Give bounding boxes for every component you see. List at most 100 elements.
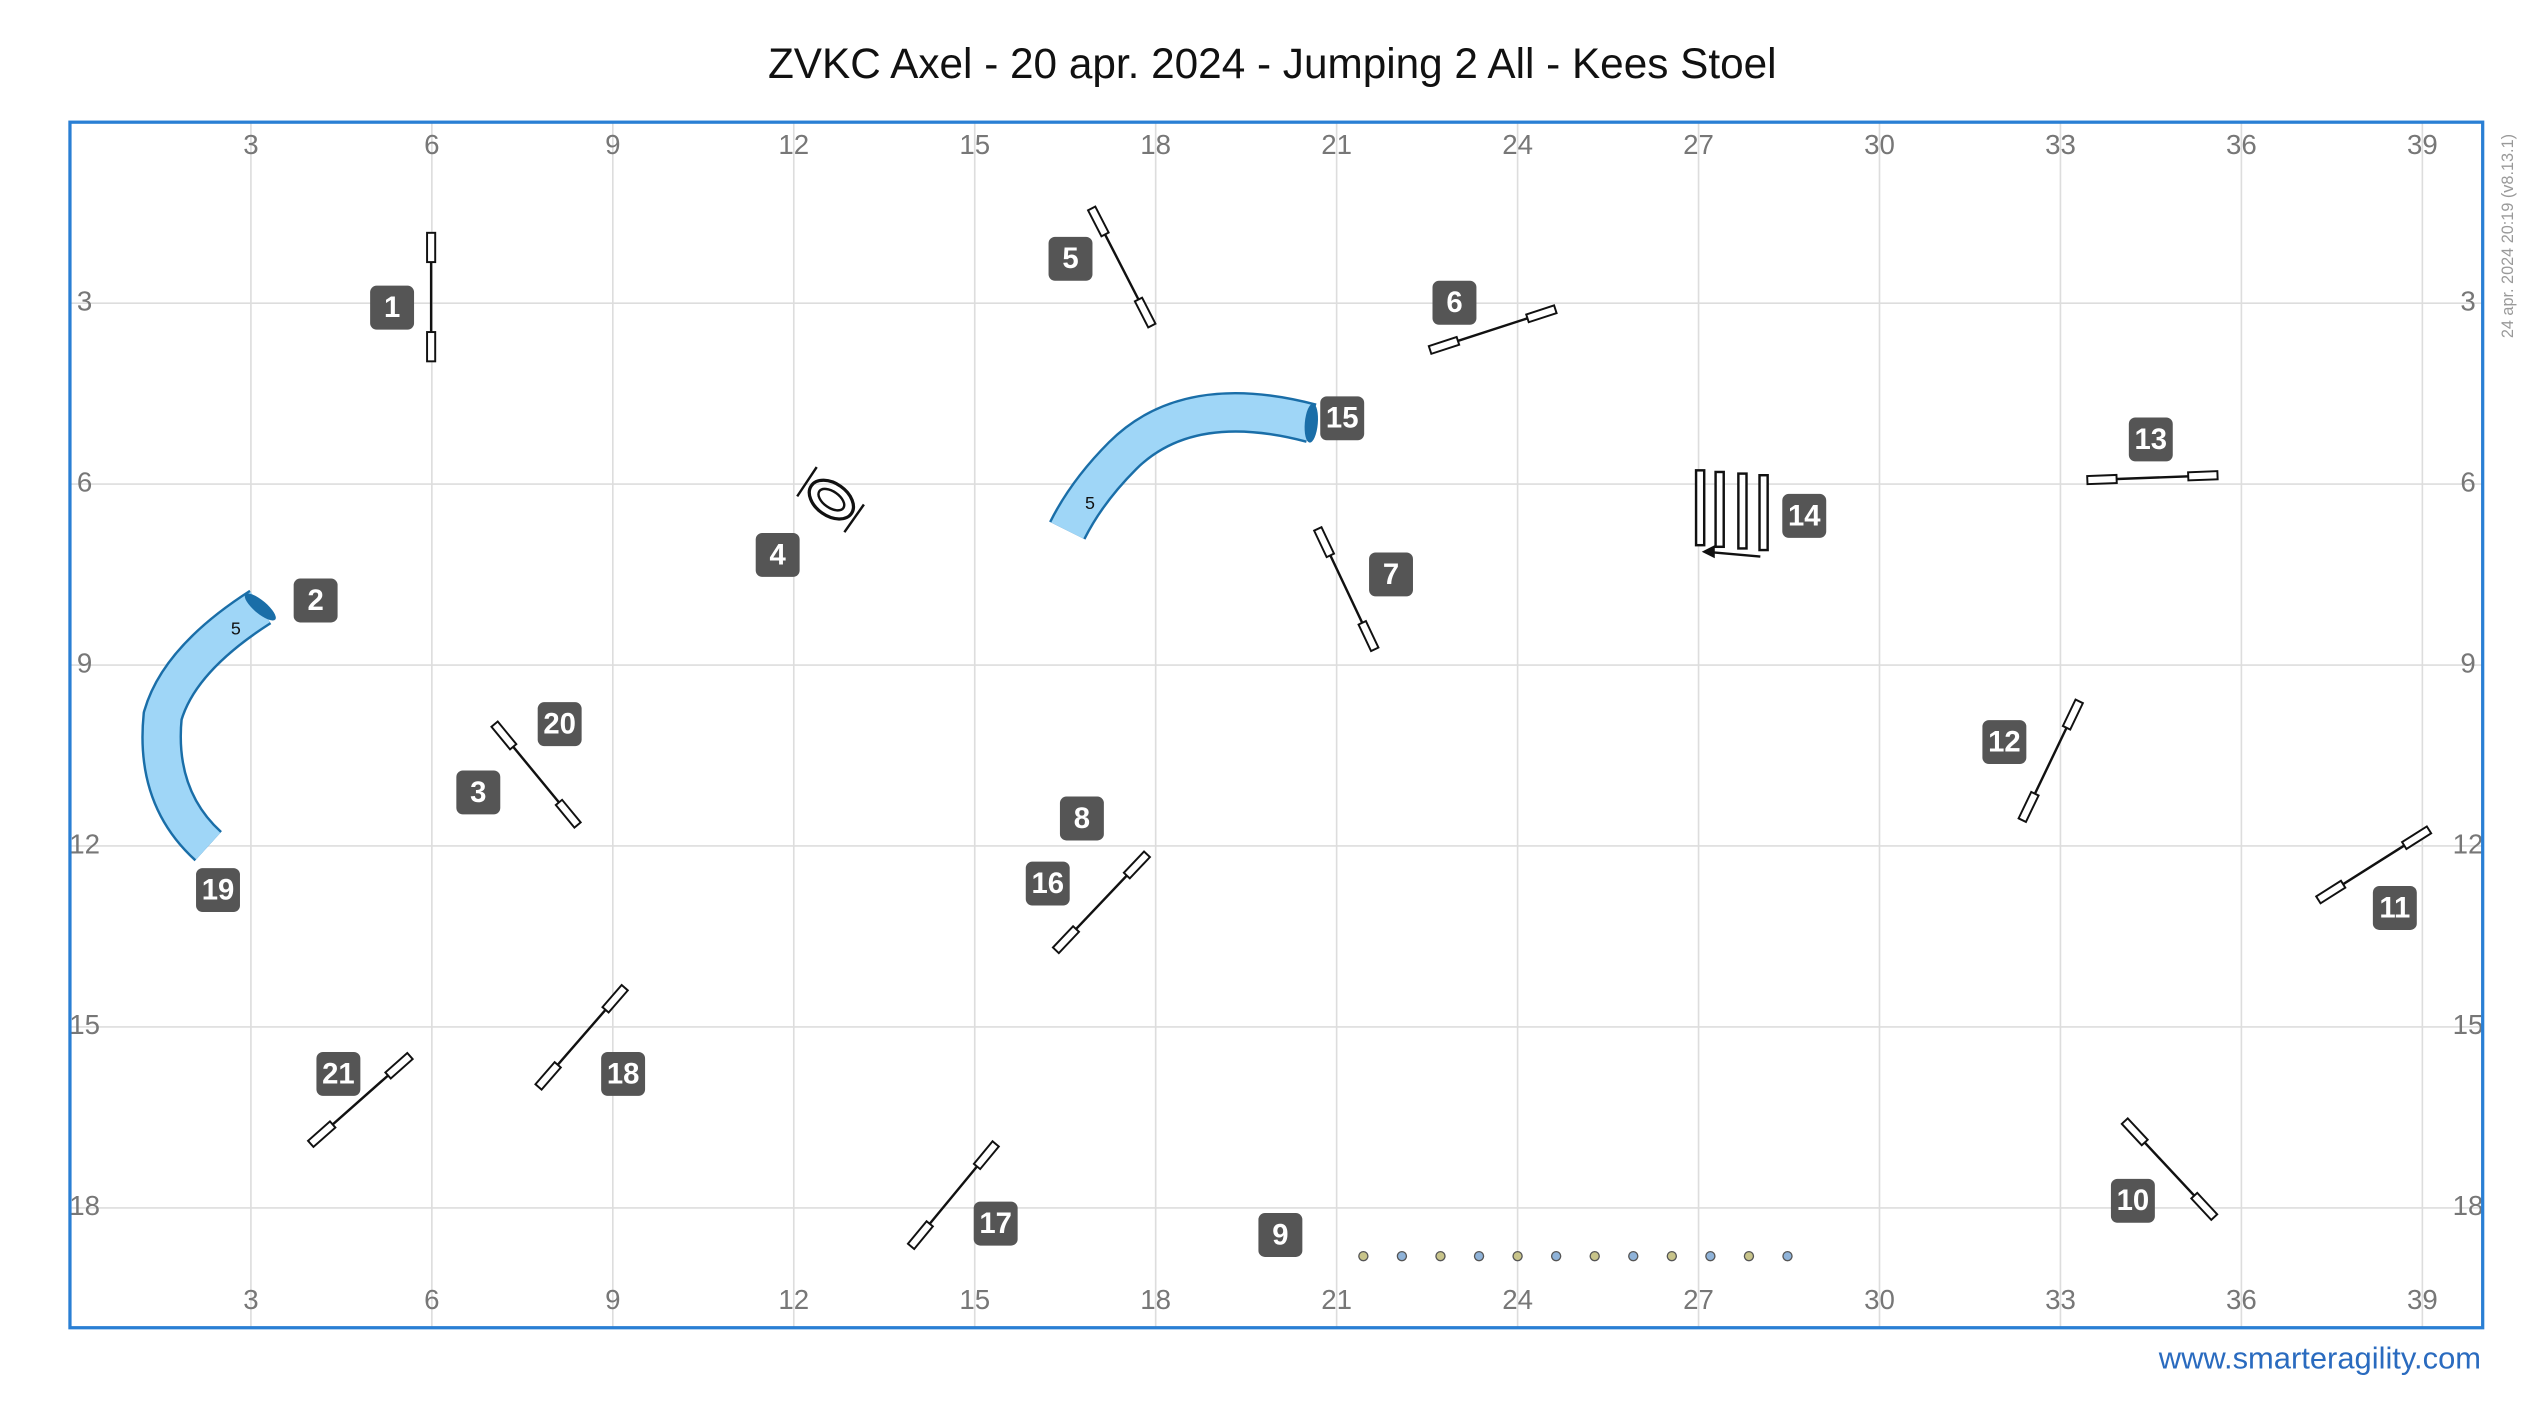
jump-wing	[2086, 473, 2118, 486]
title: ZVKC Axel - 20 apr. 2024 - Jumping 2 All…	[768, 40, 1777, 87]
x-tick-label: 15	[959, 1284, 990, 1315]
long-jump-plank	[1758, 474, 1769, 552]
y-tick-label: 9	[77, 647, 92, 678]
tunnel	[143, 591, 271, 860]
obstacle-badge	[1369, 552, 1413, 597]
tunnel-length: 5	[231, 618, 241, 638]
weave-pole	[1628, 1250, 1639, 1262]
footer-link[interactable]: www.smarteragility.com	[2158, 1340, 2481, 1375]
x-tick-label: 33	[2045, 1284, 2076, 1315]
jump-wing	[2187, 470, 2219, 482]
x-tick-label: 21	[1321, 1284, 1352, 1315]
obstacle-badge	[1782, 493, 1827, 538]
obstacle-number: 16	[1031, 867, 1064, 900]
tire-frame	[796, 466, 818, 498]
long-jump-arrowhead	[1701, 545, 1715, 559]
y-tick-label: 12	[69, 828, 100, 859]
y-tick-label: 6	[77, 466, 92, 497]
x-tick-label: 15	[959, 129, 990, 160]
jump-wing	[426, 231, 437, 264]
obstacle-badge	[1258, 1213, 1303, 1257]
jump-wing	[1312, 525, 1336, 559]
x-tick-label: 36	[2226, 1284, 2257, 1315]
obstacle-number: 13	[2135, 423, 2168, 456]
weave-pole	[1589, 1250, 1600, 1262]
obstacle-number: 6	[1446, 286, 1462, 319]
y-tick-label: 15	[2453, 1009, 2484, 1040]
x-tick-label: 36	[2226, 129, 2257, 160]
y-tick-label: 9	[2460, 647, 2475, 678]
jump-wing	[1086, 205, 1110, 238]
obstacle-number: 3	[470, 776, 486, 809]
x-tick-label: 18	[1140, 129, 1171, 160]
obstacle-badge	[1048, 236, 1093, 281]
x-tick-label: 39	[2407, 1284, 2438, 1315]
x-tick-label: 27	[1683, 1284, 1714, 1315]
obstacle-number: 7	[1383, 558, 1399, 591]
x-tick-label: 30	[1864, 1284, 1895, 1315]
weave-pole	[1782, 1250, 1793, 1262]
jump-wing	[906, 1219, 935, 1251]
x-tick-label: 12	[778, 129, 809, 160]
jump-wing	[1427, 335, 1461, 356]
x-tick-label: 24	[1502, 1284, 1533, 1315]
ring-border	[68, 120, 2485, 1330]
obstacle-badge	[2372, 886, 2417, 930]
weave-pole	[1512, 1250, 1523, 1262]
obstacle-badge	[370, 285, 415, 330]
x-tick-label: 27	[1683, 129, 1714, 160]
weave-pole	[1705, 1250, 1716, 1262]
x-tick-label: 9	[605, 129, 620, 160]
y-tick-label: 3	[2460, 285, 2475, 316]
weave-pole	[1743, 1250, 1755, 1262]
x-tick-label: 33	[2045, 129, 2076, 160]
tire-frame	[843, 503, 865, 533]
weave-pole	[1435, 1250, 1446, 1262]
x-tick-label: 30	[1864, 129, 1895, 160]
jump-wing	[2400, 825, 2433, 851]
long-jump-plank	[1737, 472, 1748, 550]
weave-pole	[1473, 1250, 1485, 1262]
obstacle-number: 8	[1074, 802, 1090, 835]
obstacle-number: 1	[384, 291, 400, 324]
obstacle-badge	[973, 1201, 1018, 1246]
tire	[807, 478, 856, 521]
jump-wing	[490, 720, 518, 751]
jump-wing	[534, 1060, 563, 1091]
y-tick-label: 3	[77, 285, 92, 316]
obstacle-number: 2	[307, 584, 323, 617]
jump-wing	[1122, 850, 1152, 880]
obstacle-badge	[2110, 1178, 2155, 1223]
jump-wing	[554, 798, 583, 829]
x-tick-label: 3	[243, 129, 258, 160]
y-tick-label: 18	[69, 1190, 100, 1221]
jump-wing	[2189, 1191, 2219, 1222]
obstacle-number: 10	[2117, 1184, 2150, 1217]
tire-inner	[817, 487, 846, 512]
obstacle-badge	[1320, 396, 1365, 441]
x-tick-label: 9	[605, 1284, 620, 1315]
obstacle-badge	[1025, 861, 1070, 906]
obstacle-number: 19	[202, 873, 235, 906]
obstacle-number: 15	[1326, 402, 1359, 435]
obstacle-number: 21	[322, 1057, 355, 1090]
obstacle-badge	[1432, 280, 1477, 325]
obstacle-badge	[293, 578, 338, 623]
obstacle-number: 12	[1988, 725, 2021, 758]
obstacle-number: 20	[543, 708, 576, 741]
x-tick-label: 18	[1140, 1284, 1171, 1315]
jump-wing	[2017, 790, 2040, 824]
jump-wing	[383, 1051, 415, 1080]
x-tick-label: 6	[424, 1284, 439, 1315]
obstacle-badge	[196, 868, 240, 913]
y-tick-label: 12	[2453, 828, 2484, 859]
obstacle-badge	[537, 702, 582, 747]
grid: 3366991212151518182121242427273030333336…	[69, 122, 2483, 1328]
x-tick-label: 39	[2407, 129, 2438, 160]
obstacle-badge	[601, 1051, 646, 1096]
obstacle-badge	[2128, 417, 2173, 462]
weave-pole	[1550, 1250, 1562, 1262]
obstacle-number: 5	[1062, 242, 1078, 275]
